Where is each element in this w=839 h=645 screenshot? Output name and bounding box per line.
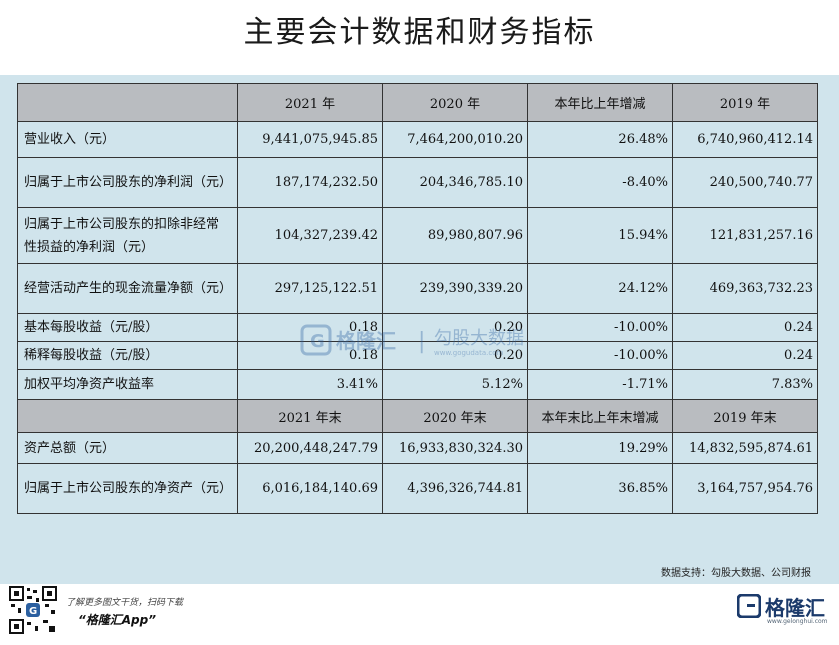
brand-url: www.gelonghui.com (767, 618, 828, 625)
value-cell: 4,396,326,744.81 (382, 463, 528, 514)
header-cell: 本年末比上年末增减 (527, 399, 673, 433)
value-cell: -8.40% (527, 157, 673, 208)
table-row: 加权平均净资产收益率 3.41% 5.12% -1.71% 7.83% (17, 369, 818, 400)
value-cell: 19.29% (527, 432, 673, 464)
value-cell: 20,200,448,247.79 (237, 432, 383, 464)
header-cell (17, 399, 238, 433)
value-cell: 0.20 (382, 313, 528, 342)
value-cell: 204,346,785.10 (382, 157, 528, 208)
table-row: 归属于上市公司股东的扣除非经常性损益的净利润（元） 104,327,239.42 8… (17, 207, 818, 264)
value-cell: 7,464,200,010.20 (382, 121, 528, 158)
value-cell: 0.24 (672, 341, 818, 370)
source-note: 数据支持：勾股大数据、公司财报 (661, 568, 811, 579)
financial-table: 2021 年 2020 年本年比上年增减 2019 年营业收入（元） 9,441,07… (17, 83, 818, 514)
header-cell: 2020 年末 (382, 399, 528, 433)
row-label: 归属于上市公司股东的净利润（元） (17, 157, 238, 208)
page-title: 主要会计数据和财务指标 (243, 15, 596, 50)
value-cell: 14,832,595,874.61 (672, 432, 818, 464)
table-row: 资产总额（元） 20,200,448,247.79 16,933,830,324.3… (17, 432, 818, 464)
value-cell: -10.00% (527, 341, 673, 370)
header-cell: 2019 年 (672, 83, 818, 122)
row-label: 资产总额（元） (17, 432, 238, 464)
brand-name: 格隆汇 (765, 596, 825, 620)
value-cell: 26.48% (527, 121, 673, 158)
value-cell: 3.41% (237, 369, 383, 400)
table-row: 稀释每股收益（元/股） 0.18 0.20 -10.00% 0.24 (17, 341, 818, 370)
value-cell: 0.18 (237, 313, 383, 342)
gelonghui-logo-icon (737, 594, 761, 618)
table-row: 经营活动产生的现金流量净额（元） 297,125,122.51 239,390,33… (17, 263, 818, 314)
value-cell: -10.00% (527, 313, 673, 342)
header-cell: 本年比上年增减 (527, 83, 673, 122)
value-cell: 187,174,232.50 (237, 157, 383, 208)
value-cell: 297,125,122.51 (237, 263, 383, 314)
value-cell: 0.18 (237, 341, 383, 370)
value-cell: 104,327,239.42 (237, 207, 383, 264)
row-label: 归属于上市公司股东的扣除非经常性损益的净利润（元） (17, 207, 238, 264)
table-header-row: 2021 年末 2020 年末 本年末比上年末增减 2019 年末 (17, 399, 818, 433)
value-cell: 6,740,960,412.14 (672, 121, 818, 158)
qr-code-icon[interactable]: G (9, 586, 57, 634)
value-cell: 0.24 (672, 313, 818, 342)
value-cell: 469,363,732.23 (672, 263, 818, 314)
brand-logo[interactable]: 格隆汇 www.gelonghui.com (737, 588, 828, 632)
value-cell: 89,980,807.96 (382, 207, 528, 264)
value-cell: 121,831,257.16 (672, 207, 818, 264)
value-cell: 5.12% (382, 369, 528, 400)
table-row: 归属于上市公司股东的净利润（元） 187,174,232.50 204,346,78… (17, 157, 818, 208)
promo-text: 了解更多图文干货，扫码下载 (66, 598, 184, 608)
value-cell: 24.12% (527, 263, 673, 314)
row-label: 稀释每股收益（元/股） (17, 341, 238, 370)
header-cell: 2019 年末 (672, 399, 818, 433)
promo-app-name: “格隆汇App” (78, 613, 156, 627)
row-label: 经营活动产生的现金流量净额（元） (17, 263, 238, 314)
row-label: 归属于上市公司股东的净资产（元） (17, 463, 238, 514)
header-cell (17, 83, 238, 122)
header-cell: 2021 年末 (237, 399, 383, 433)
value-cell: -1.71% (527, 369, 673, 400)
row-label: 基本每股收益（元/股） (17, 313, 238, 342)
value-cell: 6,016,184,140.69 (237, 463, 383, 514)
value-cell: 240,500,740.77 (672, 157, 818, 208)
value-cell: 36.85% (527, 463, 673, 514)
value-cell: 3,164,757,954.76 (672, 463, 818, 514)
value-cell: 0.20 (382, 341, 528, 370)
table-header-row: 2021 年 2020 年本年比上年增减 2019 年 (17, 83, 818, 122)
value-cell: 239,390,339.20 (382, 263, 528, 314)
row-label: 营业收入（元） (17, 121, 238, 158)
value-cell: 7.83% (672, 369, 818, 400)
row-label: 加权平均净资产收益率 (17, 369, 238, 400)
header-cell: 2021 年 (237, 83, 383, 122)
table-row: 基本每股收益（元/股） 0.18 0.20 -10.00% 0.24 (17, 313, 818, 342)
table-row: 营业收入（元） 9,441,075,945.85 7,464,200,010.20 2… (17, 121, 818, 158)
footer: G 了解更多图文干货，扫码下载 “格隆汇App” 格隆汇 www.gelongh… (0, 584, 839, 645)
value-cell: 9,441,075,945.85 (237, 121, 383, 158)
table-row: 归属于上市公司股东的净资产（元） 6,016,184,140.69 4,396,32… (17, 463, 818, 514)
value-cell: 15.94% (527, 207, 673, 264)
value-cell: 16,933,830,324.30 (382, 432, 528, 464)
svg-text:G: G (29, 606, 37, 617)
header-cell: 2020 年 (382, 83, 528, 122)
